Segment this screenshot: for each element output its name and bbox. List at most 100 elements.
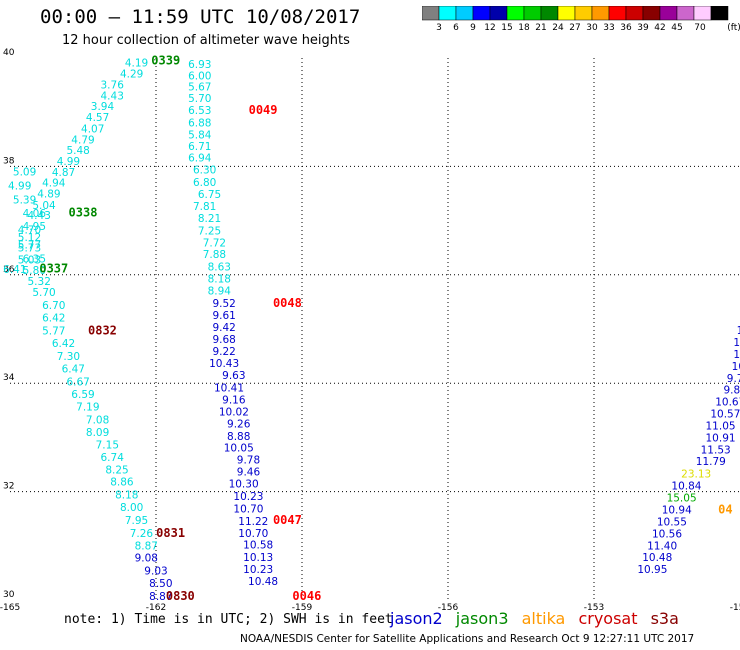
y-tick-label: 36 (3, 265, 15, 275)
wave-height-value: 5.48 (66, 145, 89, 157)
pass-time-label: 04 (718, 502, 732, 516)
wave-height-value: 4.70 (18, 224, 41, 236)
wave-height-value: 8.87 (135, 540, 158, 552)
wave-height-value: 8.18 (208, 274, 231, 286)
wave-height-value: 6.93 (188, 59, 211, 71)
wave-height-value: 10.70 (238, 528, 268, 540)
wave-height-value: 10.30 (229, 478, 259, 490)
wave-height-value: 10.95 (637, 564, 667, 576)
wave-height-value: 4.19 (125, 57, 148, 69)
wave-height-value: 5.32 (28, 276, 51, 288)
wave-height-value: 9.03 (144, 566, 167, 578)
wave-height-value: 3.94 (91, 101, 115, 113)
pass-time-label: 0047 (273, 513, 302, 527)
wave-height-value: 6.80 (193, 177, 216, 189)
pass-time-label: 0831 (156, 526, 185, 540)
pass-time-label: 0832 (88, 324, 117, 338)
wave-height-value: 6.53 (188, 105, 211, 117)
wave-height-value: 9.42 (212, 322, 235, 334)
wave-height-value: 6.71 (188, 141, 211, 153)
wave-height-value: 9.52 (212, 298, 235, 310)
wave-height-value: 10.70 (233, 503, 263, 515)
wave-height-value: 6.35 (23, 254, 46, 266)
color-scale-label: 30 (586, 23, 598, 32)
wave-height-value: 8.00 (120, 502, 143, 514)
wave-height-value: 4.79 (71, 134, 94, 146)
wave-height-value: 5.03 (18, 255, 41, 267)
wave-height-value: 6.75 (198, 189, 221, 201)
chart-title: 00:00 – 11:59 UTC 10/08/2017 (40, 6, 361, 28)
wave-height-value: 4.99 (8, 180, 31, 192)
wave-height-value: 9.16 (222, 394, 246, 406)
wave-height-value: 5.80 (23, 265, 46, 277)
legend-cryosat: cryosat (578, 609, 638, 628)
y-tick-label: 34 (3, 373, 15, 383)
wave-height-value: 5.04 (32, 200, 56, 212)
wave-height-value: 11 (733, 337, 740, 349)
wave-height-value: 3.76 (101, 80, 125, 92)
units-note: note: 1) Time is in UTC; 2) SWH is in fe… (64, 612, 393, 627)
wave-height-value: 10 (733, 349, 740, 361)
wave-height-value: 6.42 (42, 313, 65, 325)
wave-height-value: 10.67 (715, 397, 740, 409)
wave-height-value: 11.40 (647, 540, 677, 552)
color-scale-label: 45 (671, 23, 682, 32)
wave-height-value: 5.09 (13, 166, 36, 178)
wave-height-value: 7.15 (96, 439, 119, 451)
color-scale-label: 3 (436, 23, 442, 32)
color-scale-label: 42 (654, 23, 665, 32)
color-scale-unit: (ft) (727, 23, 740, 32)
color-scale-label: 18 (518, 23, 530, 32)
wave-height-value: 4.43 (101, 90, 124, 102)
wave-height-value: 8.25 (105, 464, 128, 476)
color-scale-bar: 3 6 9 12 15 18 21 24 27 30 33 36 39 42 45 70 (ft) (422, 6, 740, 32)
wave-height-value: 10.23 (233, 491, 263, 503)
wave-height-value: 10.48 (642, 552, 672, 564)
legend-s3a: s3a (650, 609, 679, 628)
satellite-legend: jason2 jason3 altika cryosat s3a (390, 609, 687, 628)
wave-height-value: 9.80 (723, 385, 740, 397)
wave-height-value: 8.86 (110, 476, 134, 488)
wave-height-value: 7.95 (125, 515, 148, 527)
color-scale-label: 39 (637, 23, 649, 32)
x-tick-label: -162 (146, 603, 166, 613)
color-scale-label: 9 (470, 23, 476, 32)
y-tick-label: 30 (3, 590, 15, 600)
wave-height-value: 4.89 (37, 189, 60, 201)
wave-height-value: 10.58 (243, 540, 273, 552)
color-swatch (710, 6, 729, 21)
pass-time-label: 0339 (151, 54, 180, 68)
wave-height-value: 4.95 (23, 221, 46, 233)
y-tick-label: 40 (3, 48, 15, 58)
wave-height-value: 10.84 (671, 481, 701, 493)
color-scale-label: 36 (620, 23, 632, 32)
wave-height-value: 5.77 (42, 326, 65, 338)
pass-time-label: 0830 (166, 589, 195, 603)
x-tick-label: -150 (730, 603, 740, 613)
wave-height-value: 7.25 (198, 225, 221, 237)
wave-height-value: 6.70 (42, 300, 65, 312)
wave-height-value: 4.07 (81, 123, 104, 135)
color-scale-label: 70 (694, 23, 706, 32)
wave-height-value: 10.57 (710, 409, 740, 421)
wave-height-value: 8.88 (227, 431, 250, 443)
wave-height-value: 9.61 (212, 310, 235, 322)
wave-height-value: 7.72 (203, 237, 226, 249)
color-scale-label: 15 (501, 23, 512, 32)
wave-height-value: 10.55 (657, 516, 687, 528)
x-tick-label: -159 (292, 603, 313, 613)
wave-height-value: 15.05 (667, 493, 697, 505)
wave-height-value: 7.19 (76, 402, 99, 414)
wave-height-value: 8.21 (198, 213, 221, 225)
legend-jason3: jason3 (455, 609, 509, 628)
chart-subtitle: 12 hour collection of altimeter wave hei… (62, 33, 350, 48)
x-tick-label: -156 (438, 603, 459, 613)
wave-height-value: 10.48 (248, 576, 278, 588)
wave-height-value: 6.41 (3, 264, 26, 276)
x-tick-label: -165 (0, 603, 20, 613)
wave-height-value: 4.94 (42, 178, 66, 190)
color-scale-label: 6 (453, 23, 459, 32)
wave-height-value: 9.78 (237, 455, 260, 467)
wave-height-value: 4.87 (52, 167, 75, 179)
